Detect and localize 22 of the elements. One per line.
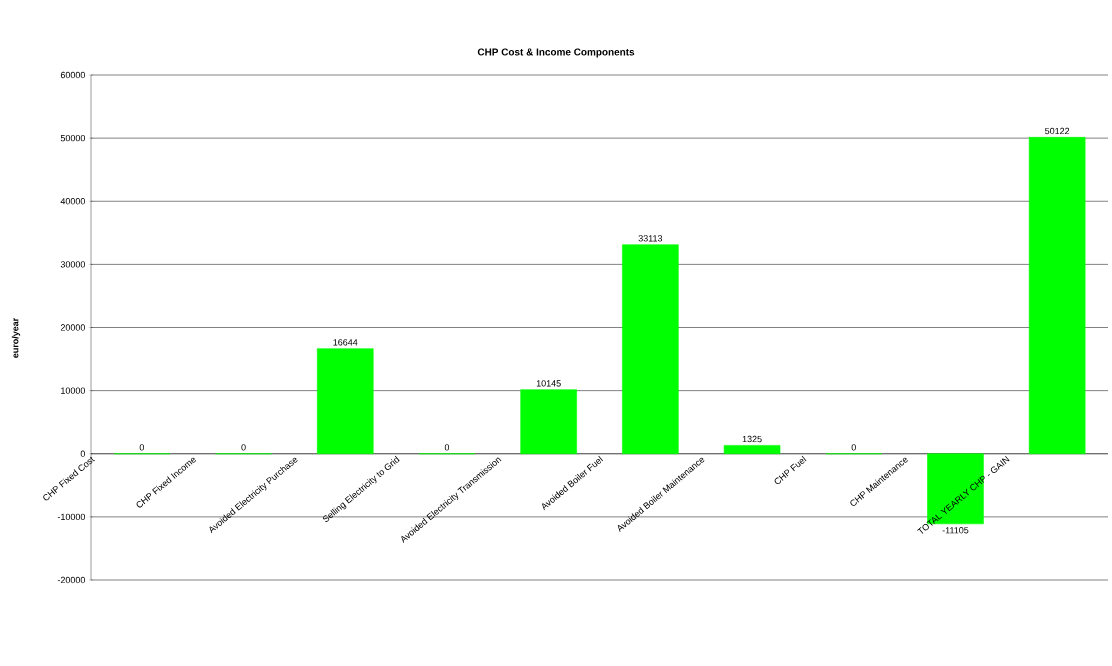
y-axis-title: euro/year	[11, 317, 21, 358]
y-tick-label: 60000	[60, 71, 85, 79]
data-label: 1325	[742, 435, 762, 443]
y-tick-label: 0	[80, 450, 86, 457]
y-tick-label: 10000	[61, 387, 85, 394]
y-tick-label: -10000	[57, 513, 85, 521]
data-label: 0	[139, 444, 144, 451]
y-tick-label: 30000	[60, 261, 85, 268]
y-tick-label: 40000	[60, 198, 85, 205]
y-tick-label: 50000	[60, 134, 85, 142]
data-label: 0	[241, 444, 246, 451]
data-label: 50122	[1045, 127, 1070, 135]
data-label: 0	[851, 444, 856, 451]
y-tick-label: 20000	[60, 324, 85, 331]
x-tick-label: CHP Fuel	[774, 455, 807, 485]
data-label: -11105	[942, 527, 969, 534]
data-label: 10145	[536, 380, 561, 387]
chart-title: CHP Cost & Income Components	[477, 48, 635, 58]
data-label: 16644	[333, 339, 358, 346]
data-label: 0	[444, 444, 450, 451]
y-tick-label: -20000	[57, 576, 85, 584]
data-label: 33113	[638, 235, 663, 242]
